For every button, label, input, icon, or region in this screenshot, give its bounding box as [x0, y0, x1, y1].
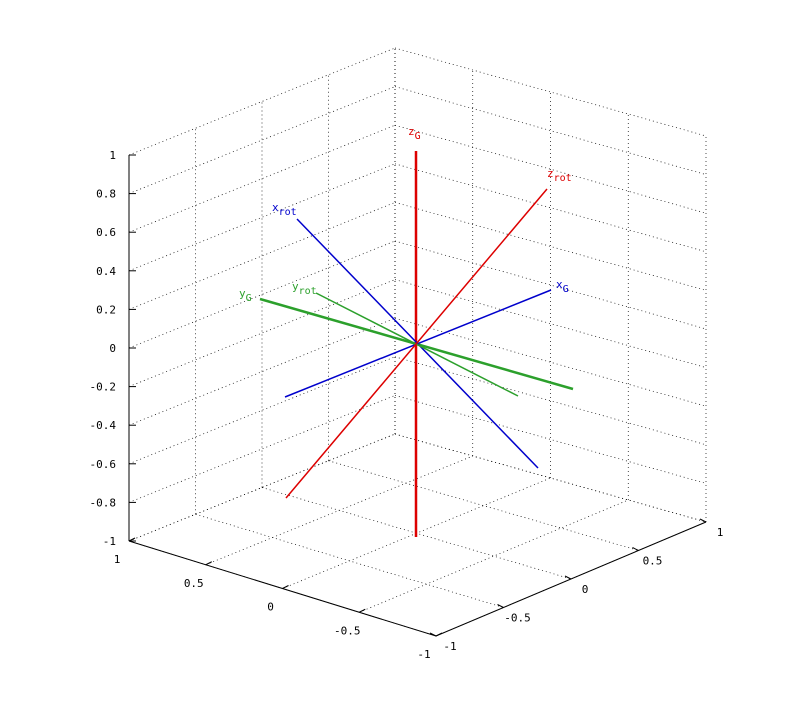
right-tick-mark: [429, 632, 437, 637]
z-tick-label: 1: [109, 149, 116, 162]
series-label-zg: zG: [408, 125, 421, 142]
z-tick-label: -0.4: [90, 419, 117, 432]
left-axis-ticks: 1 0.5 0 -0.5 -1: [114, 537, 443, 661]
right-tick-mark: [497, 604, 504, 608]
right-tick-mark: [564, 575, 572, 580]
right-tick-label: 1: [717, 526, 724, 539]
z-tick-label: -1: [103, 535, 116, 548]
z-axis-ticks: -1 -0.8 -0.6 -0.4 -0.2 0 0.2 0.4 0.6 0.8 1: [90, 149, 136, 548]
z-tick-label: 0.8: [96, 188, 116, 201]
series-label-zrot: zrot: [547, 167, 572, 184]
right-axis-ticks: -1 -0.5 0 0.5 1: [429, 518, 724, 653]
z-tick-label: 0: [109, 342, 116, 355]
grid-line-floor: [359, 499, 629, 613]
grid-line-floor: [328, 460, 639, 551]
series-label-yrot: yrot: [292, 280, 317, 297]
left-tick-mark: [282, 585, 289, 589]
series-label-xg: xG: [556, 278, 569, 295]
z-tick-label: -0.2: [90, 381, 117, 394]
left-tick-mark: [359, 608, 366, 613]
z-tick-label: 0.6: [96, 226, 116, 239]
left-tick-label: -1: [417, 648, 430, 661]
z-tick-label: 0.4: [96, 265, 116, 278]
series-line-zrot: [285, 188, 548, 499]
right-tick-label: 0.5: [643, 555, 663, 568]
z-tick-label: -0.8: [90, 496, 117, 509]
grid-line-floor: [261, 487, 572, 580]
left-tick-mark: [435, 632, 443, 637]
right-tick-label: 0: [582, 583, 589, 596]
left-tick-mark: [128, 537, 136, 542]
z-tick-label: -0.6: [90, 458, 117, 471]
left-tick-label: 1: [114, 553, 121, 566]
series-line-xrot: [296, 218, 539, 469]
left-tick-mark: [205, 561, 212, 566]
right-tick-label: -1: [443, 640, 456, 653]
left-tick-label: 0: [267, 601, 274, 614]
series-label-xrot: xrot: [272, 201, 297, 218]
series-lines: [259, 151, 574, 537]
right-tick-mark: [699, 518, 707, 523]
left-tick-label: -0.5: [334, 624, 361, 637]
z-tick-label: 0.2: [96, 303, 116, 316]
series-line-yrot: [315, 292, 519, 397]
series-labels: xG yG zG xrot yrot zrot: [239, 125, 572, 304]
right-tick-mark: [632, 547, 639, 551]
right-tick-label: -0.5: [504, 612, 531, 625]
left-tick-label: 0.5: [184, 577, 204, 590]
series-label-yg: yG: [239, 287, 252, 304]
